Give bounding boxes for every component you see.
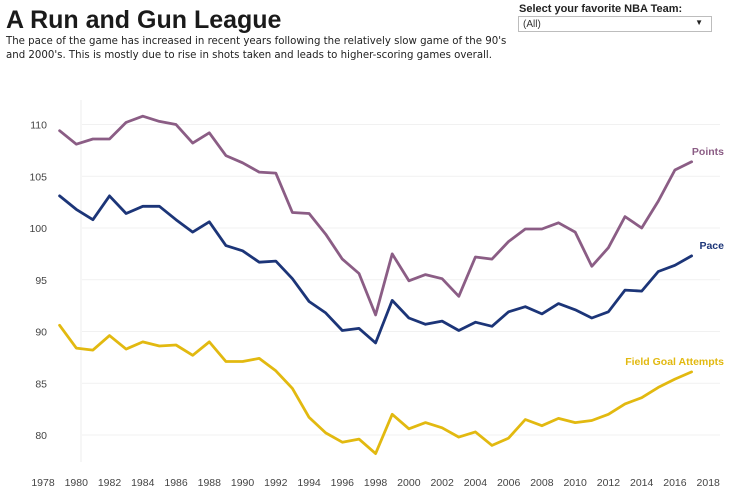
x-tick-label: 2002 [430, 477, 454, 489]
x-tick-label: 1992 [264, 477, 288, 489]
pace-line[interactable] [58, 194, 693, 345]
y-tick-label: 85 [35, 378, 47, 390]
y-tick-label: 110 [30, 120, 47, 132]
x-tick-label: 2006 [497, 477, 521, 489]
x-tick-label: 2008 [530, 477, 554, 489]
team-filter-dropdown[interactable]: (All) ▼ [518, 16, 712, 32]
x-tick-labels: 1978 1980 1982 1984 1986 1988 1990 1992 1994 1996… [31, 477, 720, 489]
x-tick-label: 2014 [630, 477, 654, 489]
x-tick-label: 1978 [31, 477, 55, 489]
x-tick-label: 2000 [397, 477, 421, 489]
y-tick-label: 100 [29, 223, 47, 235]
x-tick-label: 2016 [663, 477, 687, 489]
x-tick-label: 1988 [198, 477, 222, 489]
dropdown-arrow-icon[interactable]: ▼ [695, 18, 703, 27]
series-labels: Points Pace Field Goal Attempts [625, 146, 724, 368]
x-tick-label: 1980 [65, 477, 89, 489]
pace-label: Pace [699, 240, 724, 252]
x-tick-label: 1998 [364, 477, 388, 489]
field-goal-attempts-line[interactable] [58, 323, 693, 456]
team-filter-label: Select your favorite NBA Team: [519, 3, 683, 15]
y-tick-labels: 80 85 90 95 100 105 110 [29, 120, 47, 443]
x-tick-label: 1990 [231, 477, 255, 489]
x-tick-label: 2010 [563, 477, 587, 489]
field-goal-attempts-label: Field Goal Attempts [625, 356, 724, 368]
x-tick-label: 1982 [98, 477, 122, 489]
team-filter-value: (All) [523, 19, 541, 30]
y-tick-label: 80 [35, 430, 47, 442]
x-tick-label: 2004 [464, 477, 488, 489]
points-label: Points [692, 146, 724, 158]
points-line[interactable] [58, 114, 693, 317]
x-tick-label: 2012 [597, 477, 621, 489]
page-subtitle: The pace of the game has increased in re… [6, 36, 507, 61]
y-tick-label: 105 [29, 171, 47, 183]
x-tick-label: 2018 [697, 477, 721, 489]
x-tick-label: 1986 [164, 477, 188, 489]
x-tick-label: 1984 [131, 477, 155, 489]
x-tick-label: 1994 [297, 477, 321, 489]
series-lines [58, 114, 693, 456]
x-tick-label: 1996 [331, 477, 355, 489]
y-tick-label: 95 [35, 275, 47, 287]
page-title: A Run and Gun League [6, 6, 282, 34]
y-tick-label: 90 [35, 327, 47, 339]
grid-lines [82, 124, 720, 436]
